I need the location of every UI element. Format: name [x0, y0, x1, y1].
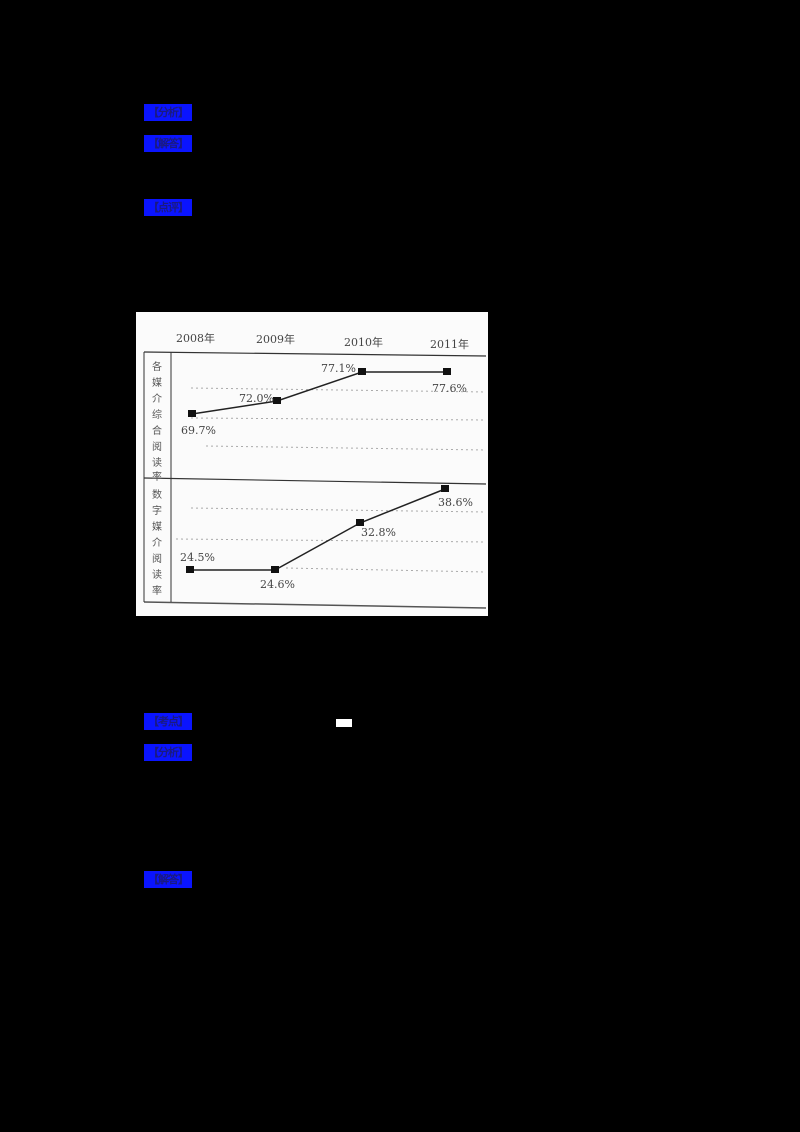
year-label-2009: 2009年: [256, 332, 295, 346]
value-label: 32.8%: [361, 526, 396, 539]
section-label-topic: 【考点】: [144, 713, 192, 730]
value-label: 24.5%: [180, 551, 215, 564]
svg-text:阅: 阅: [152, 440, 162, 453]
value-label: 24.6%: [260, 578, 295, 591]
svg-text:数: 数: [152, 488, 162, 501]
svg-text:合: 合: [152, 424, 162, 437]
section-label-answer: 【解答】: [144, 135, 192, 152]
value-label: 77.1%: [321, 362, 356, 375]
svg-text:字: 字: [152, 504, 162, 517]
year-label-2011: 2011年: [430, 337, 469, 351]
svg-text:介: 介: [152, 537, 162, 549]
year-label-2008: 2008年: [176, 331, 215, 345]
row-label-bottom: 数 字 媒 介 阅 读 率: [152, 488, 162, 597]
series-line-overall: [191, 371, 447, 415]
section-label-analysis: 【分析】: [144, 104, 192, 121]
data-point: [273, 397, 281, 404]
value-label: 69.7%: [181, 424, 216, 437]
data-point: [356, 519, 364, 526]
svg-text:媒: 媒: [152, 377, 162, 389]
reading-rate-chart: 2008年 2009年 2010年 2011年 各 媒 介 综 合 阅 读 率 …: [136, 312, 488, 616]
svg-text:读: 读: [152, 456, 162, 469]
value-label: 77.6%: [432, 382, 467, 395]
svg-text:媒: 媒: [152, 521, 162, 533]
svg-text:阅: 阅: [152, 552, 162, 565]
data-point: [188, 410, 196, 417]
section-label-analysis-2: 【分析】: [144, 744, 192, 761]
svg-text:综: 综: [152, 408, 162, 421]
section-label-answer-2: 【解答】: [144, 871, 192, 888]
data-point: [271, 566, 279, 573]
value-label: 38.6%: [438, 496, 473, 509]
data-point: [186, 566, 194, 573]
section-label-comment: 【点评】: [144, 199, 192, 216]
svg-text:读: 读: [152, 568, 162, 581]
row-label-top: 各 媒 介 综 合 阅 读 率: [152, 360, 162, 483]
redaction-mark: [336, 719, 352, 727]
svg-text:率: 率: [152, 584, 162, 597]
chart-svg: 2008年 2009年 2010年 2011年 各 媒 介 综 合 阅 读 率 …: [143, 331, 487, 609]
svg-text:率: 率: [152, 470, 162, 483]
data-point: [443, 368, 451, 375]
year-label-2010: 2010年: [344, 335, 383, 349]
series-line-digital: [190, 488, 446, 571]
value-label: 72.0%: [239, 392, 274, 405]
data-point: [441, 485, 449, 492]
svg-text:介: 介: [152, 393, 162, 405]
svg-text:各: 各: [152, 360, 162, 373]
data-point: [358, 368, 366, 375]
